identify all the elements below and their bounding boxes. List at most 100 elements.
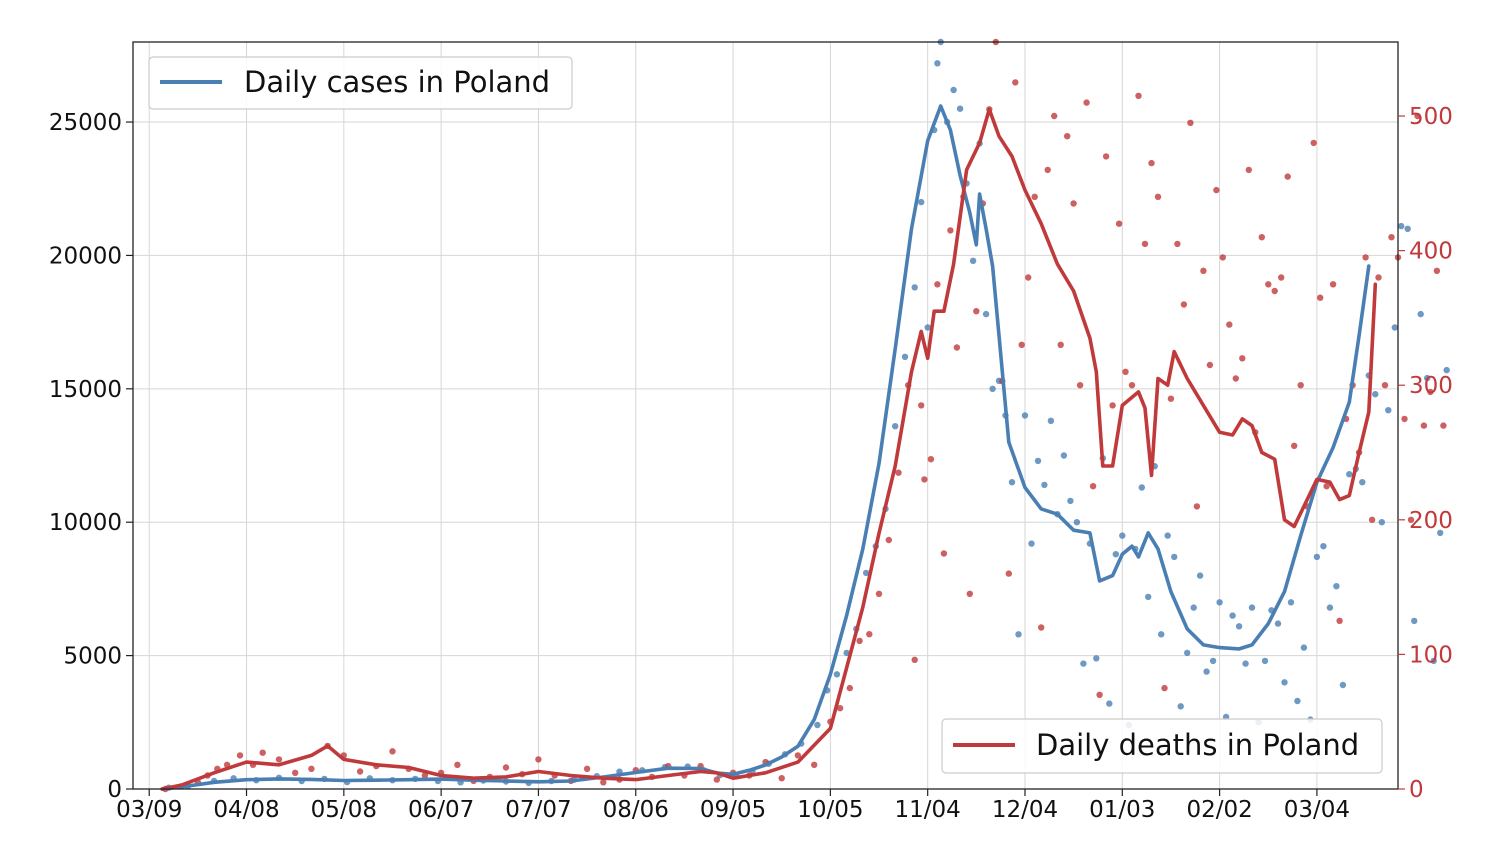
cases-data-point [1411, 617, 1418, 625]
deaths-data-point [1407, 516, 1415, 523]
y-left-tick-label: 15000 [49, 377, 122, 403]
cases-data-point [862, 569, 870, 577]
deaths-data-point [1317, 294, 1324, 301]
deaths-data-point [1109, 402, 1116, 409]
cases-trend-line [160, 104, 1371, 791]
cases-data-point [1021, 412, 1029, 419]
cases-data-point [1229, 612, 1236, 619]
deaths-data-point [778, 775, 785, 782]
cases-data-point [989, 385, 996, 392]
y-right-tick-label: 100 [1409, 642, 1453, 668]
deaths-data-point [811, 761, 818, 768]
deaths-data-point [1219, 254, 1227, 261]
y-right-tick-label: 300 [1409, 373, 1453, 399]
deaths-data-point [1012, 79, 1019, 86]
cases-data-point [1067, 497, 1074, 505]
cases-data-point [1378, 519, 1386, 526]
deaths-data-point [1128, 382, 1136, 389]
legend-deaths: Daily deaths in Poland [941, 718, 1383, 774]
deaths-data-point [1031, 193, 1038, 200]
deaths-data-point [1167, 395, 1175, 402]
deaths-data-point [1102, 153, 1110, 160]
cases-data-point [901, 353, 909, 360]
deaths-data-point [856, 637, 863, 645]
x-tick-label: 02/02 [1186, 797, 1252, 823]
cases-data-point [1164, 532, 1171, 539]
deaths-data-point [259, 749, 266, 756]
deaths-data-point [918, 402, 925, 409]
x-tick-label: 04/08 [213, 797, 279, 823]
deaths-data-point [1226, 321, 1233, 328]
deaths-data-point [389, 748, 396, 755]
cases-data-point [1398, 222, 1405, 230]
deaths-data-point [1044, 166, 1051, 174]
deaths-data-point [1025, 274, 1032, 281]
cases-data-point [1119, 532, 1126, 539]
cases-data-point [1080, 660, 1087, 667]
x-tick-label: 10/05 [797, 797, 863, 823]
deaths-data-point [921, 476, 928, 483]
deaths-data-point [1420, 422, 1428, 429]
deaths-data-point [1323, 483, 1330, 490]
cases-data-point [1216, 599, 1223, 606]
deaths-data-point [454, 761, 461, 768]
deaths-data-point [1368, 516, 1376, 523]
cases-data-point [918, 198, 925, 206]
deaths-data-point [966, 590, 973, 597]
deaths-trend-line [160, 107, 1378, 791]
deaths-data-point [953, 344, 961, 351]
cases-data-point [1106, 700, 1113, 707]
y-left-tick-label: 20000 [49, 243, 122, 269]
cases-data-point [1385, 407, 1392, 414]
legend-cases: Daily cases in Poland [148, 56, 573, 110]
deaths-data-point [794, 752, 802, 759]
deaths-data-point [895, 469, 902, 476]
cases-data-point [1209, 657, 1217, 665]
y-left-tick-label: 0 [107, 777, 122, 803]
cases-data-point [1034, 457, 1042, 465]
deaths-data-point [1427, 388, 1434, 396]
cases-data-point [1346, 471, 1353, 478]
cases-data-point [1235, 623, 1243, 630]
y-right-tick-label: 500 [1409, 104, 1453, 130]
deaths-data-point [502, 764, 510, 771]
x-tick-label: 06/07 [408, 797, 474, 823]
legend-cases-box [148, 56, 573, 110]
deaths-data-point [1083, 99, 1090, 106]
deaths-data-point [1258, 234, 1266, 241]
x-tick-label: 01/03 [1089, 797, 1155, 823]
y-left-tick-label: 10000 [49, 510, 122, 536]
cases-data-point [1320, 543, 1327, 550]
cases-data-point [1424, 374, 1431, 382]
deaths-data-point [1051, 112, 1058, 120]
cases-data-point [1287, 599, 1295, 606]
deaths-data-point [1148, 159, 1155, 167]
deaths-data-point [1329, 281, 1337, 288]
cases-data-point [1300, 644, 1308, 651]
deaths-data-point [911, 656, 918, 663]
cases-data-point [1437, 529, 1444, 537]
cases-data-point [1028, 540, 1035, 547]
cases-data-point [1158, 631, 1165, 638]
axis-layer: 03/09 04/08 05/08 06/07 07/07 08/06 09/05 10/05… [49, 104, 1453, 823]
deaths-data-point [934, 281, 941, 288]
cases-data-point [1274, 620, 1282, 627]
deaths-data-point [1362, 254, 1369, 261]
deaths-data-point [1187, 119, 1194, 127]
cases-data-point [1015, 631, 1022, 638]
cases-data-point [892, 423, 899, 430]
deaths-data-point [940, 550, 948, 557]
deaths-data-point [421, 772, 429, 779]
cases-data-point [911, 284, 918, 291]
cases-data-point [833, 671, 841, 678]
deaths-data-point [1297, 382, 1304, 389]
deaths-data-point [885, 536, 892, 544]
y-left-tick-label: 5000 [63, 644, 122, 670]
deaths-data-point [1310, 139, 1317, 147]
cases-data-point [1060, 452, 1068, 459]
legend-deaths-box [941, 718, 1383, 774]
deaths-data-point [1271, 287, 1278, 295]
deaths-data-point [1057, 341, 1064, 348]
deaths-data-point [1388, 234, 1395, 241]
